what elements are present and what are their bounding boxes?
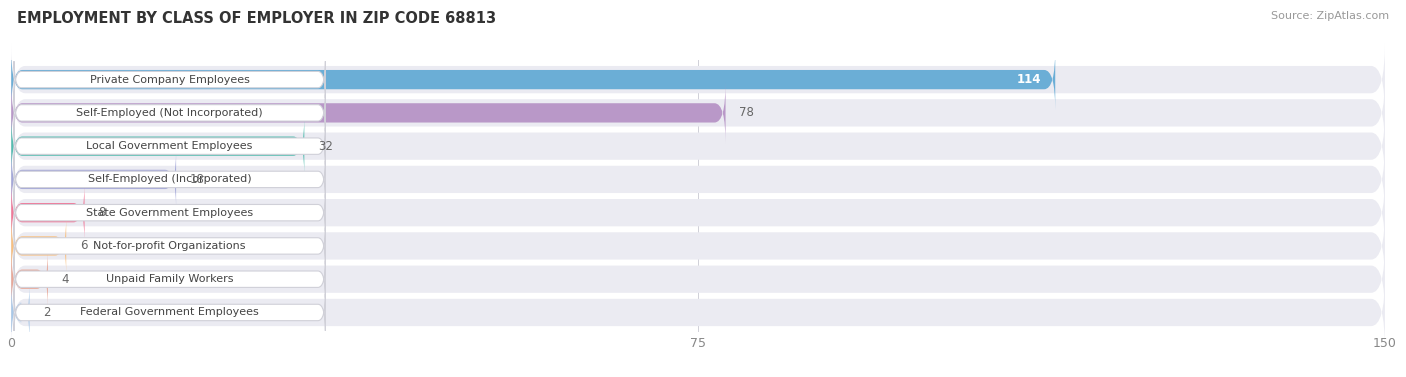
FancyBboxPatch shape [11, 49, 1056, 110]
FancyBboxPatch shape [14, 95, 325, 131]
FancyBboxPatch shape [11, 276, 1385, 349]
Text: Private Company Employees: Private Company Employees [90, 75, 250, 84]
FancyBboxPatch shape [14, 61, 325, 98]
Text: 4: 4 [62, 273, 69, 286]
FancyBboxPatch shape [11, 216, 66, 276]
Text: Federal Government Employees: Federal Government Employees [80, 308, 259, 317]
Text: 8: 8 [98, 206, 105, 219]
FancyBboxPatch shape [11, 282, 30, 343]
FancyBboxPatch shape [11, 149, 176, 210]
Text: State Government Employees: State Government Employees [86, 208, 253, 218]
Text: Self-Employed (Not Incorporated): Self-Employed (Not Incorporated) [76, 108, 263, 118]
FancyBboxPatch shape [14, 261, 325, 297]
FancyBboxPatch shape [14, 161, 325, 198]
FancyBboxPatch shape [11, 77, 1385, 149]
Text: Local Government Employees: Local Government Employees [87, 141, 253, 151]
Text: Self-Employed (Incorporated): Self-Employed (Incorporated) [87, 175, 252, 184]
FancyBboxPatch shape [11, 182, 84, 243]
Text: 114: 114 [1017, 73, 1042, 86]
Text: Source: ZipAtlas.com: Source: ZipAtlas.com [1271, 11, 1389, 21]
FancyBboxPatch shape [11, 243, 1385, 316]
FancyBboxPatch shape [11, 210, 1385, 282]
FancyBboxPatch shape [11, 249, 48, 310]
FancyBboxPatch shape [11, 43, 1385, 116]
FancyBboxPatch shape [14, 194, 325, 231]
Text: 32: 32 [318, 139, 333, 153]
Text: 18: 18 [190, 173, 205, 186]
FancyBboxPatch shape [11, 83, 725, 143]
Text: Unpaid Family Workers: Unpaid Family Workers [105, 274, 233, 284]
Text: 2: 2 [44, 306, 51, 319]
Text: 78: 78 [740, 106, 754, 120]
FancyBboxPatch shape [14, 294, 325, 331]
Text: 6: 6 [80, 239, 87, 253]
Text: Not-for-profit Organizations: Not-for-profit Organizations [93, 241, 246, 251]
FancyBboxPatch shape [11, 143, 1385, 216]
FancyBboxPatch shape [11, 116, 304, 176]
FancyBboxPatch shape [14, 228, 325, 264]
Text: EMPLOYMENT BY CLASS OF EMPLOYER IN ZIP CODE 68813: EMPLOYMENT BY CLASS OF EMPLOYER IN ZIP C… [17, 11, 496, 26]
FancyBboxPatch shape [14, 128, 325, 164]
FancyBboxPatch shape [11, 176, 1385, 249]
FancyBboxPatch shape [11, 110, 1385, 182]
